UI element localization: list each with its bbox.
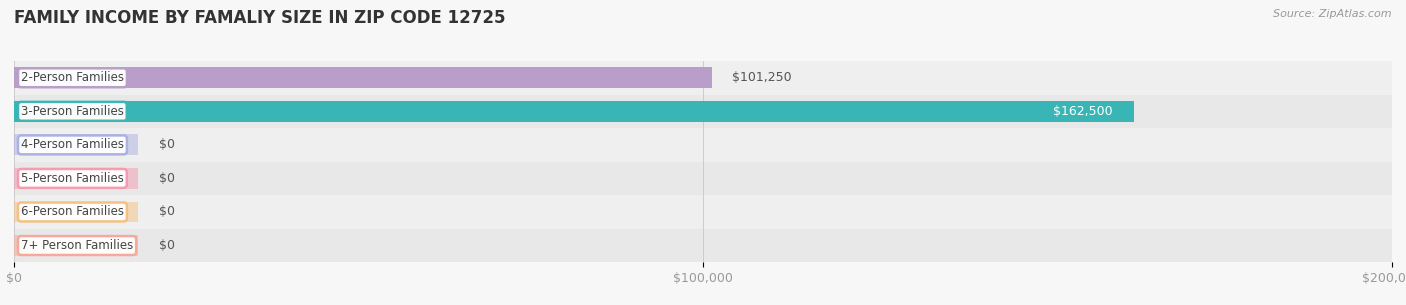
Bar [14,235,138,256]
Text: $101,250: $101,250 [733,71,792,84]
Text: 4-Person Families: 4-Person Families [21,138,124,151]
Bar [14,229,1392,262]
Bar [14,95,1392,128]
Text: FAMILY INCOME BY FAMALIY SIZE IN ZIP CODE 12725: FAMILY INCOME BY FAMALIY SIZE IN ZIP COD… [14,9,506,27]
Text: 7+ Person Families: 7+ Person Families [21,239,134,252]
Bar [14,128,1392,162]
Text: $0: $0 [159,239,174,252]
Text: 2-Person Families: 2-Person Families [21,71,124,84]
Text: 5-Person Families: 5-Person Families [21,172,124,185]
Bar [14,101,1133,122]
Bar [14,202,138,222]
Bar [14,195,1392,229]
Text: $162,500: $162,500 [1053,105,1114,118]
Text: 6-Person Families: 6-Person Families [21,206,124,218]
Text: $0: $0 [159,138,174,151]
Bar [14,61,1392,95]
Bar [14,135,138,155]
Text: $0: $0 [159,206,174,218]
Text: Source: ZipAtlas.com: Source: ZipAtlas.com [1274,9,1392,19]
Bar [14,168,138,189]
Bar [14,162,1392,195]
Text: 3-Person Families: 3-Person Families [21,105,124,118]
Text: $0: $0 [159,172,174,185]
Bar [14,67,711,88]
